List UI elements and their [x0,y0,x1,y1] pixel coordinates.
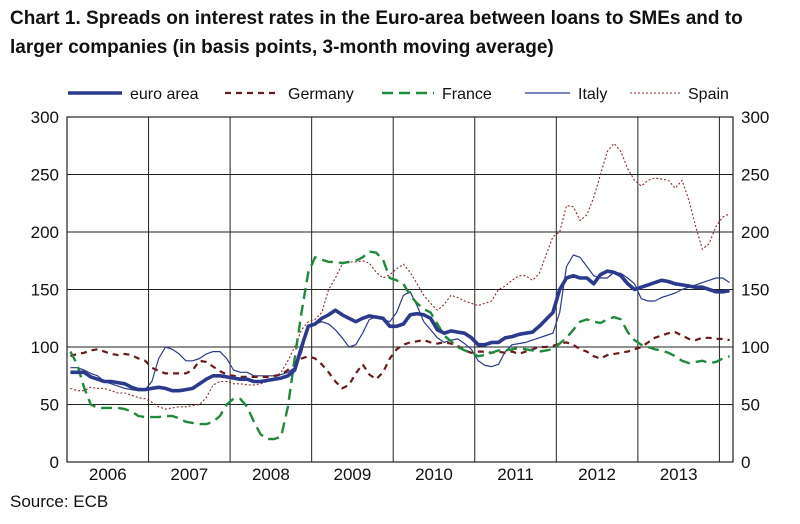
x-tick-label: 2011 [497,465,534,484]
series-line-france [69,250,730,441]
legend: euro area Germany France Italy Spain [68,86,729,103]
y-tick-label-left: 200 [31,223,59,242]
legend-label-euro-area: euro area [130,86,199,103]
y-tick-label-left: 100 [31,338,59,357]
legend-label-france: France [442,86,492,103]
x-tick-label: 2007 [170,465,208,484]
y-tick-label-left: 250 [31,166,59,185]
x-tick-label: 2013 [660,465,698,484]
series-line-spain [70,142,730,410]
series-lines [69,142,730,441]
axes: 0 0 50 50 100 100 150 150 200 200 250 250 300 300 2006… [31,108,770,484]
series-line-italy [70,254,730,392]
legend-label-spain: Spain [688,86,729,103]
y-tick-label-right: 150 [741,281,769,300]
y-tick-label-left: 0 [50,453,59,472]
y-tick-label-right: 50 [741,396,760,415]
series-line-germany [70,331,730,390]
x-tick-label: 2008 [252,465,290,484]
legend-label-italy: Italy [578,86,607,103]
y-tick-label-right: 0 [741,453,750,472]
series-line-euro-area [70,269,730,393]
legend-label-germany: Germany [288,86,354,103]
x-tick-label: 2009 [334,465,372,484]
plot-frame [66,116,734,463]
y-tick-label-right: 100 [741,338,769,357]
x-tick-label: 2006 [89,465,127,484]
y-tick-label-right: 250 [741,166,769,185]
y-tick-label-right: 300 [741,108,769,127]
y-tick-label-left: 50 [40,396,59,415]
x-tick-label: 2012 [578,465,616,484]
y-tick-label-left: 150 [31,281,59,300]
chart-title: Chart 1. Spreads on interest rates in th… [10,8,743,58]
y-tick-label-right: 200 [741,223,769,242]
y-tick-label-left: 300 [31,108,59,127]
source-note: Source: ECB [10,492,109,511]
x-tick-label: 2010 [415,465,453,484]
